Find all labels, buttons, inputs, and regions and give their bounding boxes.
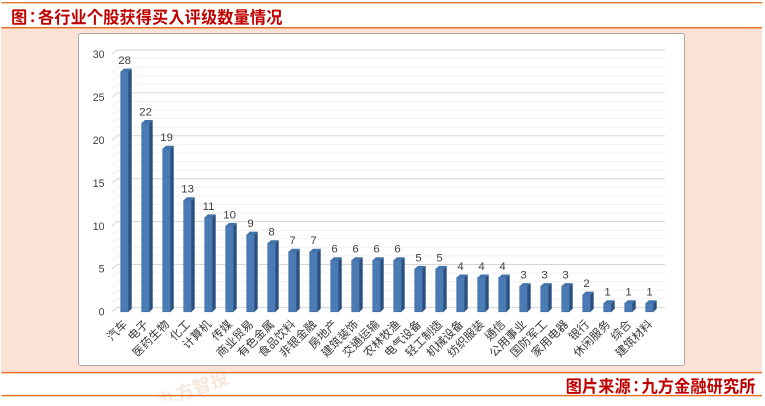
svg-text:22: 22 bbox=[139, 106, 152, 118]
svg-text:9: 9 bbox=[247, 218, 253, 230]
svg-text:20: 20 bbox=[93, 135, 105, 147]
svg-text:4: 4 bbox=[499, 261, 505, 273]
svg-text:5: 5 bbox=[436, 252, 442, 264]
svg-text:2: 2 bbox=[583, 278, 589, 290]
svg-text:3: 3 bbox=[541, 270, 547, 282]
svg-text:5: 5 bbox=[99, 264, 105, 276]
svg-text:10: 10 bbox=[223, 209, 236, 221]
svg-text:6: 6 bbox=[331, 244, 337, 256]
svg-text:15: 15 bbox=[93, 178, 105, 190]
svg-text:28: 28 bbox=[118, 55, 131, 67]
svg-text:5: 5 bbox=[415, 252, 421, 264]
svg-text:3: 3 bbox=[520, 270, 526, 282]
svg-text:8: 8 bbox=[268, 227, 274, 239]
svg-text:4: 4 bbox=[478, 261, 484, 273]
svg-text:3: 3 bbox=[562, 270, 568, 282]
svg-text:19: 19 bbox=[160, 132, 173, 144]
svg-text:6: 6 bbox=[394, 244, 400, 256]
svg-text:13: 13 bbox=[181, 184, 194, 196]
svg-text:0: 0 bbox=[99, 307, 105, 319]
svg-text:7: 7 bbox=[289, 235, 295, 247]
svg-text:1: 1 bbox=[646, 287, 652, 299]
svg-text:1: 1 bbox=[625, 287, 631, 299]
svg-text:6: 6 bbox=[373, 244, 379, 256]
svg-text:25: 25 bbox=[93, 92, 105, 104]
svg-text:7: 7 bbox=[310, 235, 316, 247]
svg-text:11: 11 bbox=[203, 201, 215, 213]
svg-text:30: 30 bbox=[93, 49, 105, 61]
svg-text:6: 6 bbox=[352, 244, 358, 256]
svg-text:1: 1 bbox=[604, 287, 610, 299]
svg-text:4: 4 bbox=[457, 261, 463, 273]
svg-text:10: 10 bbox=[93, 221, 105, 233]
